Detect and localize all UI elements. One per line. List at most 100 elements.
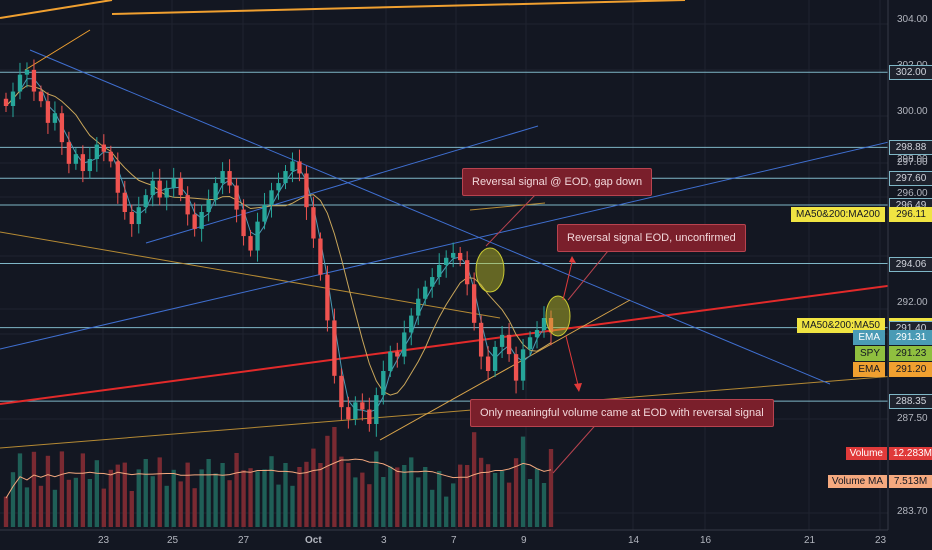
candle-24 <box>171 178 176 188</box>
volume-bar-42 <box>297 467 302 527</box>
candle-62 <box>437 265 442 278</box>
volume-bar-15 <box>108 469 113 527</box>
candle-73 <box>513 354 519 381</box>
volume-bar-8 <box>59 451 65 527</box>
candle-12 <box>87 159 93 172</box>
candle-19 <box>136 207 141 225</box>
candle-55 <box>388 351 393 371</box>
volume-bar-48 <box>339 456 344 527</box>
candle-51 <box>360 402 365 410</box>
candle-77 <box>541 318 547 331</box>
candle-78 <box>548 318 554 333</box>
candle-35 <box>248 236 253 251</box>
candle-9 <box>66 142 72 164</box>
volume-bar-37 <box>262 469 267 527</box>
candle-0 <box>3 98 9 106</box>
candle-52 <box>367 409 372 424</box>
y-tick-label-0: 304.00 <box>897 14 928 25</box>
volume-bar-24 <box>171 469 176 527</box>
annotation-volume-eod[interactable]: Only meaningful volume came at EOD with … <box>470 399 774 427</box>
volume-bar-69 <box>485 464 491 527</box>
price-tag-value-1: 298.88 <box>889 140 932 156</box>
trendlines <box>0 0 932 474</box>
volume-bar-74 <box>520 436 526 527</box>
volume-bar-52 <box>367 484 372 527</box>
volume-bar-22 <box>157 457 162 527</box>
y-tick-label-8: 287.50 <box>897 413 928 424</box>
price-tag-label-6: MA50&200:MA50 <box>796 317 885 333</box>
x-tick-label-6: 9 <box>521 535 527 546</box>
candle-71 <box>499 334 505 347</box>
volume-bar-36 <box>255 471 260 527</box>
candle-57 <box>402 332 407 357</box>
candle-11 <box>80 154 86 172</box>
candle-50 <box>353 402 358 420</box>
volume-bar-2 <box>17 453 23 527</box>
volume-bar-43 <box>304 461 309 527</box>
price-tag-value-8: 291.31 <box>889 330 932 346</box>
volume-bar-66 <box>464 465 470 527</box>
volume-bar-38 <box>269 456 274 527</box>
volume-bar-59 <box>416 477 421 527</box>
volume-bar-18 <box>129 491 134 527</box>
red-trendline <box>0 279 932 405</box>
candle-13 <box>94 144 99 159</box>
volume-tag-value-1: 7.513M <box>889 475 932 488</box>
volume-bar-27 <box>192 488 197 527</box>
candle-14 <box>101 144 106 152</box>
volume-bar-67 <box>471 432 477 527</box>
annotation-reversal-unconfirmed[interactable]: Reversal signal EOD, unconfirmed <box>557 224 746 252</box>
volume-bar-21 <box>150 476 155 527</box>
x-tick-label-2: 27 <box>238 535 250 546</box>
candle-70 <box>492 346 498 371</box>
price-tag-label-10: EMA <box>853 361 885 377</box>
candle-40 <box>283 171 288 184</box>
volume-bar-20 <box>143 459 148 527</box>
price-tag-value-5: 294.06 <box>889 256 932 272</box>
candle-3 <box>24 69 30 75</box>
volume-bar-14 <box>101 488 106 527</box>
candle-16 <box>115 161 120 193</box>
volume-bar-71 <box>499 471 505 527</box>
rising-support-line <box>379 299 631 441</box>
candle-60 <box>423 286 428 299</box>
arrow-up-line <box>562 261 573 301</box>
volume-bar-6 <box>45 455 51 527</box>
candle-44 <box>311 207 316 239</box>
candle-49 <box>346 407 351 420</box>
price-tag-value-4: 296.11 <box>889 207 932 223</box>
volume-bar-39 <box>276 484 281 527</box>
volume-bar-35 <box>248 468 253 527</box>
volume-bar-46 <box>325 435 330 527</box>
y-axis-background <box>888 0 932 550</box>
volume-bar-56 <box>395 467 400 527</box>
candle-8 <box>59 113 65 143</box>
annotation-reversal-gap-down[interactable]: Reversal signal @ EOD, gap down <box>462 168 653 196</box>
candle-34 <box>241 209 246 237</box>
y-tick-label-9: 283.70 <box>897 506 928 517</box>
candle-38 <box>269 190 274 205</box>
candle-47 <box>332 320 337 376</box>
volume-bar-50 <box>353 477 358 527</box>
volume-ma-path <box>5 458 552 499</box>
volume-bar-63 <box>444 496 449 527</box>
candle-31 <box>220 171 225 184</box>
candle-18 <box>129 212 134 225</box>
volume-bar-34 <box>241 470 246 527</box>
price-tag-label-8: EMA <box>853 330 885 346</box>
price-tag-label-4: MA50&200:MA200 <box>791 207 885 223</box>
volume-bar-7 <box>52 489 58 527</box>
volume-bar-9 <box>66 479 72 527</box>
volume-bar-1 <box>10 472 16 527</box>
volume-tag-value-0: 12.283M <box>889 447 932 460</box>
candle-23 <box>164 187 169 198</box>
gold-long-trendline <box>0 372 932 449</box>
candle-56 <box>395 351 400 357</box>
callout-line-2 <box>567 245 613 301</box>
ma-slow-line <box>5 84 552 396</box>
price-tag-value-10: 291.20 <box>889 361 932 377</box>
volume-bar-55 <box>388 466 393 527</box>
volume-bar-47 <box>332 427 337 527</box>
volume-bar-68 <box>478 457 484 527</box>
